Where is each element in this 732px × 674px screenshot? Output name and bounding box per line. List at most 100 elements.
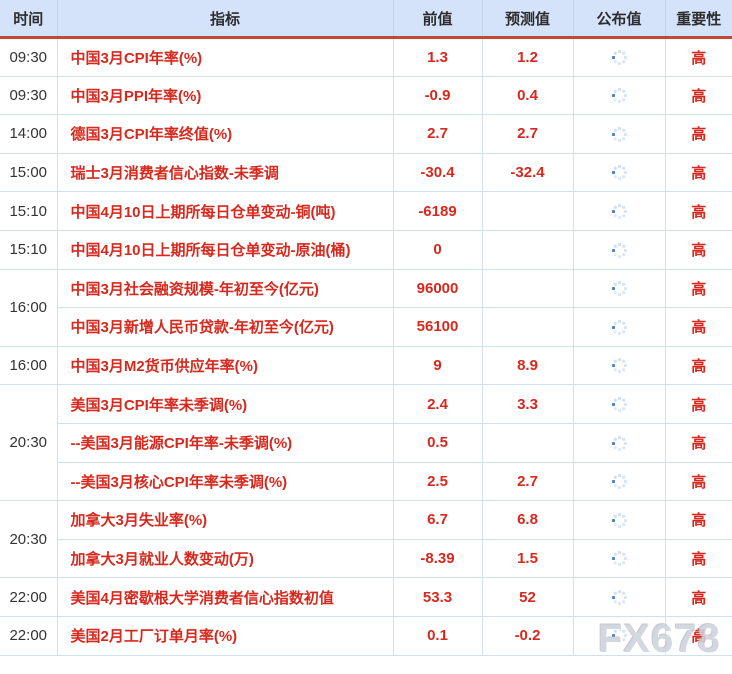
- indicator-cell: 中国3月M2货币供应年率(%): [57, 346, 394, 386]
- published-value-cell: [573, 577, 666, 617]
- table-row: 20:30 加拿大3月失业率(%) 6.7 6.8 高: [0, 500, 732, 579]
- time-cell: 09:30: [0, 37, 58, 77]
- loading-spinner-icon: [611, 281, 627, 297]
- loading-spinner-icon: [611, 203, 627, 219]
- importance-cell: 高: [665, 500, 732, 540]
- indicator-cell: 瑞士3月消费者信心指数-未季调: [57, 153, 394, 193]
- loading-spinner-icon: [611, 319, 627, 335]
- importance-cell: 高: [665, 616, 732, 656]
- forecast-value-cell: [482, 191, 574, 231]
- published-value-cell: [573, 191, 666, 231]
- table-row: 22:00 美国4月密歇根大学消费者信心指数初值 53.3 52 高: [0, 577, 732, 617]
- time-cell: 16:00: [0, 269, 58, 347]
- column-header-previous: 前值: [393, 0, 483, 38]
- published-value-cell: [573, 307, 666, 347]
- table-row: 14:00 德国3月CPI年率终值(%) 2.7 2.7 高: [0, 114, 732, 154]
- forecast-value-cell: 6.8: [482, 500, 574, 540]
- previous-value-cell: 0.1: [393, 616, 483, 656]
- importance-cell: 高: [665, 384, 732, 424]
- time-cell: 15:10: [0, 191, 58, 231]
- forecast-value-cell: 8.9: [482, 346, 574, 386]
- loading-spinner-icon: [611, 435, 627, 451]
- loading-spinner-icon: [611, 88, 627, 104]
- indicator-cell: 德国3月CPI年率终值(%): [57, 114, 394, 154]
- published-value-cell: [573, 616, 666, 656]
- previous-value-cell: -8.39: [393, 539, 483, 579]
- loading-spinner-icon: [611, 242, 627, 258]
- table-row: 15:00 瑞士3月消费者信心指数-未季调 -30.4 -32.4 高: [0, 153, 732, 193]
- published-value-cell: [573, 76, 666, 116]
- loading-spinner-icon: [611, 50, 627, 66]
- economic-calendar-table: 时间 指标 前值 预测值 公布值 重要性 09:30 中国3月CPI年率(%) 1.3 1.2 高…: [0, 0, 732, 656]
- importance-cell: 高: [665, 37, 732, 77]
- loading-spinner-icon: [611, 474, 627, 490]
- forecast-value-cell: [482, 269, 574, 309]
- forecast-value-cell: 1.2: [482, 37, 574, 77]
- table-row: 15:10 中国4月10日上期所每日仓单变动-铜(吨) -6189 高: [0, 191, 732, 231]
- previous-value-cell: -0.9: [393, 76, 483, 116]
- previous-value-cell: -30.4: [393, 153, 483, 193]
- published-value-cell: [573, 230, 666, 270]
- table-row: --美国3月能源CPI年率-未季调(%) 0.5 高: [0, 423, 732, 463]
- importance-cell: 高: [665, 577, 732, 617]
- published-value-cell: [573, 462, 666, 502]
- loading-spinner-icon: [611, 589, 627, 605]
- indicator-cell: 美国4月密歇根大学消费者信心指数初值: [57, 577, 394, 617]
- table-row: 16:00 中国3月M2货币供应年率(%) 9 8.9 高: [0, 346, 732, 386]
- forecast-value-cell: 2.7: [482, 114, 574, 154]
- loading-spinner-icon: [611, 551, 627, 567]
- forecast-value-cell: 1.5: [482, 539, 574, 579]
- published-value-cell: [573, 539, 666, 579]
- previous-value-cell: 9: [393, 346, 483, 386]
- published-value-cell: [573, 346, 666, 386]
- indicator-cell: 中国4月10日上期所每日仓单变动-原油(桶): [57, 230, 394, 270]
- table-row: 15:10 中国4月10日上期所每日仓单变动-原油(桶) 0 高: [0, 230, 732, 270]
- column-header-indicator: 指标: [57, 0, 394, 38]
- table-row: 中国3月新增人民币贷款-年初至今(亿元) 56100 高: [0, 307, 732, 347]
- importance-cell: 高: [665, 307, 732, 347]
- previous-value-cell: 1.3: [393, 37, 483, 77]
- indicator-cell: --美国3月能源CPI年率-未季调(%): [57, 423, 394, 463]
- indicator-cell: 加拿大3月就业人数变动(万): [57, 539, 394, 579]
- indicator-cell: --美国3月核心CPI年率未季调(%): [57, 462, 394, 502]
- previous-value-cell: 2.5: [393, 462, 483, 502]
- indicator-cell: 美国2月工厂订单月率(%): [57, 616, 394, 656]
- forecast-value-cell: 0.4: [482, 76, 574, 116]
- importance-cell: 高: [665, 269, 732, 309]
- previous-value-cell: 6.7: [393, 500, 483, 540]
- time-cell: 09:30: [0, 76, 58, 116]
- forecast-value-cell: [482, 423, 574, 463]
- time-cell: 22:00: [0, 577, 58, 617]
- published-value-cell: [573, 384, 666, 424]
- table-row: 20:30 美国3月CPI年率未季调(%) 2.4 3.3 高: [0, 384, 732, 502]
- forecast-value-cell: 3.3: [482, 384, 574, 424]
- table-row: 加拿大3月就业人数变动(万) -8.39 1.5 高: [0, 539, 732, 579]
- forecast-value-cell: 2.7: [482, 462, 574, 502]
- forecast-value-cell: -0.2: [482, 616, 574, 656]
- previous-value-cell: 96000: [393, 269, 483, 309]
- time-cell: 15:00: [0, 153, 58, 193]
- loading-spinner-icon: [611, 512, 627, 528]
- time-cell: 16:00: [0, 346, 58, 386]
- importance-cell: 高: [665, 76, 732, 116]
- time-cell: 15:10: [0, 230, 58, 270]
- importance-cell: 高: [665, 462, 732, 502]
- previous-value-cell: 0.5: [393, 423, 483, 463]
- table-row: 16:00 中国3月社会融资规模-年初至今(亿元) 96000 高: [0, 269, 732, 347]
- published-value-cell: [573, 37, 666, 77]
- previous-value-cell: 2.7: [393, 114, 483, 154]
- column-header-forecast: 预测值: [482, 0, 574, 38]
- table-row: --美国3月核心CPI年率未季调(%) 2.5 2.7 高: [0, 462, 732, 502]
- indicator-cell: 中国3月新增人民币贷款-年初至今(亿元): [57, 307, 394, 347]
- previous-value-cell: 0: [393, 230, 483, 270]
- importance-cell: 高: [665, 230, 732, 270]
- forecast-value-cell: [482, 230, 574, 270]
- previous-value-cell: -6189: [393, 191, 483, 231]
- importance-cell: 高: [665, 423, 732, 463]
- time-cell: 14:00: [0, 114, 58, 154]
- importance-cell: 高: [665, 114, 732, 154]
- importance-cell: 高: [665, 539, 732, 579]
- forecast-value-cell: 52: [482, 577, 574, 617]
- table-row: 09:30 中国3月PPI年率(%) -0.9 0.4 高: [0, 76, 732, 116]
- published-value-cell: [573, 114, 666, 154]
